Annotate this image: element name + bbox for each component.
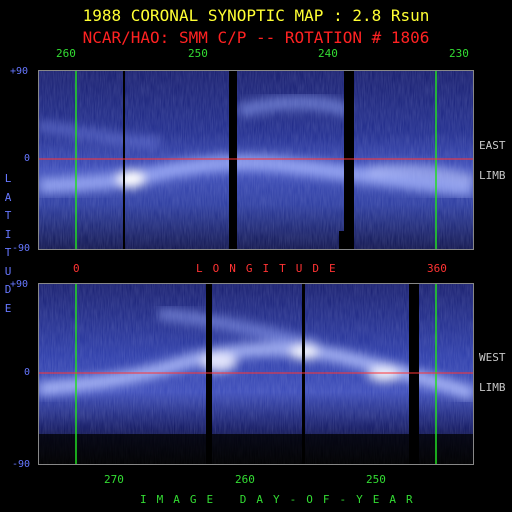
day-tick-250: 250 <box>366 473 386 486</box>
bottom-map-image <box>39 284 473 464</box>
top-lat-tick-zero: 0 <box>24 153 31 164</box>
top-lat-tick-minus90: -90 <box>12 243 31 254</box>
map-title: 1988 CORONAL SYNOPTIC MAP : 2.8 Rsun <box>82 6 430 25</box>
bottom-lat-tick-zero: 0 <box>24 367 31 378</box>
bottom-synoptic-map-west-limb <box>38 283 474 465</box>
day-tick-260: 260 <box>235 473 255 486</box>
top-longitude-tick-230: 230 <box>449 47 469 60</box>
top-longitude-tick-240: 240 <box>318 47 338 60</box>
day-of-year-axis-label: IMAGE DAY-OF-YEAR <box>140 493 423 506</box>
bottom-side-label-west: WEST <box>479 351 506 364</box>
top-map-image <box>39 71 473 249</box>
longitude-start-label: 0 <box>73 262 80 275</box>
top-side-label-east: EAST <box>479 139 506 152</box>
bottom-lat-tick-plus90: +90 <box>10 279 29 290</box>
top-side-label-limb: LIMB <box>479 169 506 182</box>
day-tick-270: 270 <box>104 473 124 486</box>
bottom-side-label-limb: LIMB <box>479 381 506 394</box>
top-lat-tick-plus90: +90 <box>10 66 29 77</box>
map-subtitle: NCAR/HAO: SMM C/P -- ROTATION # 1806 <box>82 28 430 47</box>
top-longitude-tick-250: 250 <box>188 47 208 60</box>
top-longitude-tick-260: 260 <box>56 47 76 60</box>
top-synoptic-map-east-limb <box>38 70 474 250</box>
bottom-lat-tick-minus90: -90 <box>12 459 31 470</box>
longitude-axis-label: LONGITUDE <box>196 262 346 275</box>
longitude-end-label: 360 <box>427 262 447 275</box>
